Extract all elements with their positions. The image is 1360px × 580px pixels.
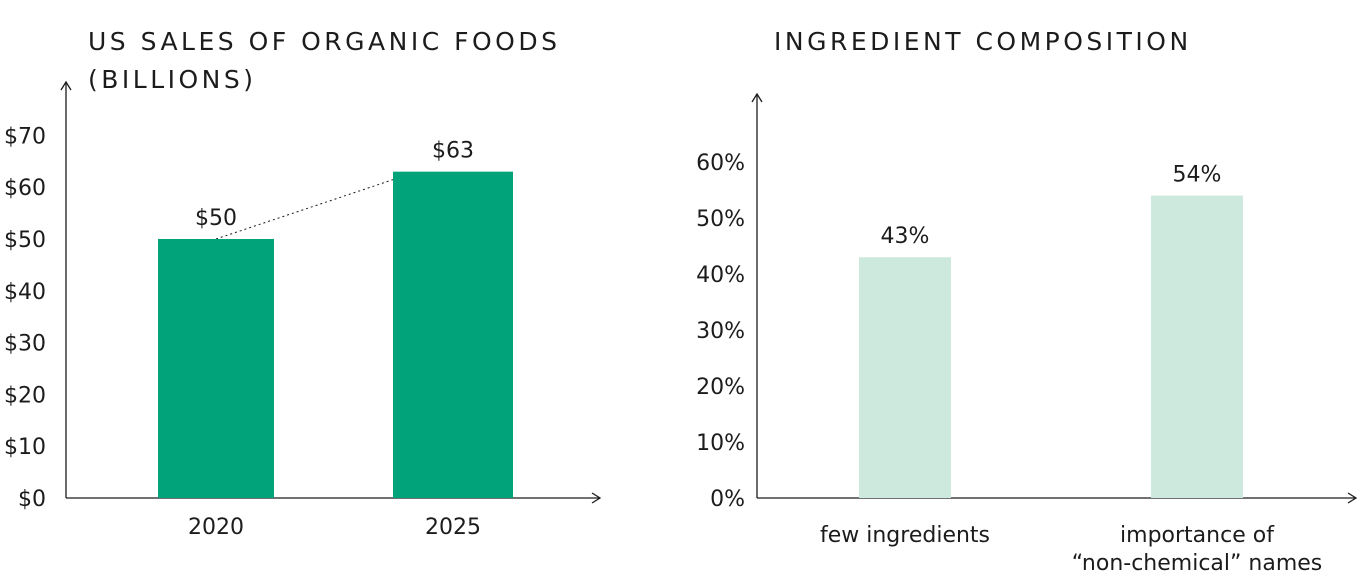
sales-y-tick-label: $20 xyxy=(4,383,46,408)
ingredient-y-tick-label: 60% xyxy=(696,151,745,176)
sales-chart: US SALES OF ORGANIC FOODS (BILLIONS) $0 $… xyxy=(4,27,602,540)
ingredient-y-tick-label: 0% xyxy=(710,487,745,512)
sales-y-tick-label: $30 xyxy=(4,332,46,357)
ingredient-y-tick-label: 30% xyxy=(696,319,745,344)
sales-trend-connector xyxy=(215,179,394,240)
ingredient-y-tick-label: 20% xyxy=(696,375,745,400)
sales-category-label: 2020 xyxy=(188,515,244,540)
sales-chart-title: US SALES OF ORGANIC FOODS xyxy=(88,27,560,56)
sales-y-tick-label: $50 xyxy=(4,228,46,253)
ingredient-x-axis-arrow xyxy=(1347,492,1358,504)
sales-bar-value-label: $63 xyxy=(432,139,474,164)
ingredient-chart-title: INGREDIENT COMPOSITION xyxy=(774,27,1192,56)
ingredient-y-tick-label: 50% xyxy=(696,207,745,232)
ingredient-category-label: importance of xyxy=(1120,523,1275,548)
sales-y-tick-label: $40 xyxy=(4,280,46,305)
ingredient-chart: INGREDIENT COMPOSITION 0% 10% 20% 30% 40% 50%… xyxy=(696,27,1358,576)
sales-category-label: 2025 xyxy=(425,515,481,540)
sales-chart-subtitle: (BILLIONS) xyxy=(88,65,257,94)
sales-y-axis-arrow xyxy=(60,80,72,91)
ingredient-y-axis-arrow xyxy=(751,92,763,103)
sales-y-tick-label: $60 xyxy=(4,176,46,201)
sales-bar xyxy=(393,171,513,498)
ingredient-category-label: “non-chemical” names xyxy=(1072,551,1323,576)
ingredient-y-tick-label: 10% xyxy=(696,431,745,456)
ingredient-y-tick-label: 40% xyxy=(696,263,745,288)
sales-bar xyxy=(158,239,274,498)
sales-y-tick-label: $70 xyxy=(4,124,46,149)
sales-y-tick-label: $0 xyxy=(18,487,46,512)
sales-bar-value-label: $50 xyxy=(195,206,237,231)
ingredient-category-label: few ingredients xyxy=(820,523,990,548)
sales-y-tick-label: $10 xyxy=(4,435,46,460)
sales-x-axis-arrow xyxy=(591,492,602,504)
ingredient-bar-value-label: 54% xyxy=(1173,163,1222,188)
ingredient-bar-value-label: 43% xyxy=(881,224,930,249)
ingredient-bar xyxy=(1151,195,1243,498)
ingredient-bar xyxy=(859,257,951,498)
